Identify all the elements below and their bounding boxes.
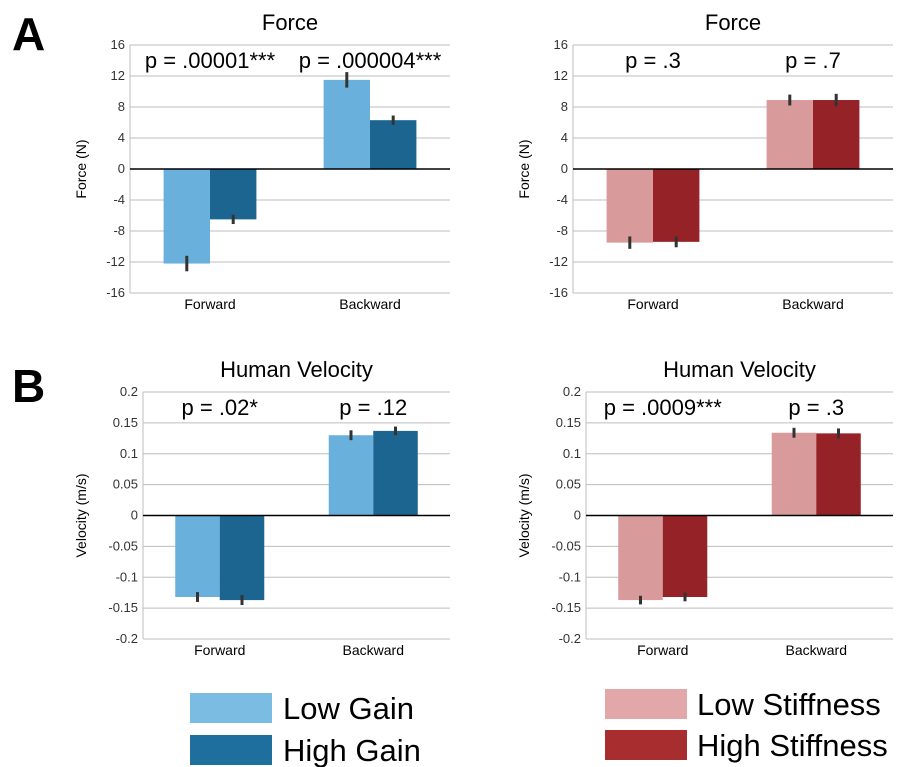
y-tick-label: -12 [549,254,568,269]
y-tick-label: -8 [113,223,125,238]
y-tick-label: 4 [561,130,568,145]
bar-low-stiffness [771,432,817,516]
bar-low-stiffness [618,515,663,601]
bar-high-gain [210,169,257,220]
y-tick-label: -0.05 [551,538,581,553]
y-tick-label: -0.1 [559,569,581,584]
chart-3: 0.2 0.15 0.1 0.05 0 -0.05 -0.1 -0.15 -0.2 Human V… [73,357,450,658]
chart-title: Human Velocity [220,357,373,382]
p-value-label: p = .00001*** [145,48,276,73]
y-tick-label: -12 [106,254,125,269]
chart-title: Human Velocity [663,357,816,382]
bar-high-stiffness [813,100,860,169]
legend-2: Low Stiffness High Stiffness [605,687,888,763]
x-tick-label: Forward [637,642,688,658]
p-value-label: p = .12 [339,395,407,420]
x-tick-label: Backward [343,642,404,658]
y-tick-label: 16 [111,37,125,52]
x-tick-label: Forward [194,642,245,658]
y-tick-label: -0.05 [108,538,138,553]
legend-label: High Stiffness [697,728,888,763]
p-value-label: p = .000004*** [299,48,442,73]
bar-low-gain [163,169,210,264]
x-tick-label: Backward [782,296,843,312]
bar-low-stiffness [766,100,813,169]
bar-high-gain [219,515,265,601]
x-tick-label: Backward [786,642,847,658]
chart-title: Force [262,10,318,35]
y-tick-label: -0.2 [116,631,138,646]
p-value-label: p = .3 [788,395,844,420]
y-tick-label: 0.15 [556,415,581,430]
y-axis-label: Force (N) [516,139,532,198]
panel-label-b: B [12,360,45,412]
bar-high-stiffness [653,169,700,242]
bar-low-gain [323,79,370,169]
y-tick-label: 0.05 [113,477,138,492]
y-tick-label: 0.15 [113,415,138,430]
p-value-label: p = .7 [785,48,841,73]
y-tick-label: 0 [131,508,138,523]
y-tick-label: 8 [561,99,568,114]
y-tick-label: 0.1 [120,446,138,461]
legend-label: Low Stiffness [697,687,881,722]
legends-group: Low Gain High Gain Low Stiffness High Stiff… [190,687,888,767]
y-tick-label: 4 [118,130,125,145]
y-tick-label: 8 [118,99,125,114]
y-axis-label: Velocity (m/s) [516,473,532,557]
chart-1: 16 12 8 4 0 -4 -8 -12 -16 Force Force (N) Forward p … [73,10,450,312]
y-tick-label: 0.2 [120,384,138,399]
chart-4: 0.2 0.15 0.1 0.05 0 -0.05 -0.1 -0.15 -0.2 Human V… [516,357,893,658]
legend-label: High Gain [283,733,421,767]
y-tick-label: 0.2 [563,384,581,399]
bar-high-stiffness [816,433,861,516]
bar-high-stiffness [662,515,708,598]
y-tick-label: -4 [113,192,125,207]
bar-high-gain [370,120,417,169]
legend-swatch [605,730,687,760]
y-axis-label: Velocity (m/s) [73,473,89,557]
x-tick-label: Forward [627,296,678,312]
charts-group: 16 12 8 4 0 -4 -8 -12 -16 Force Force (N) Forward p … [73,10,893,658]
y-tick-label: 0.05 [556,477,581,492]
legend-label: Low Gain [283,691,414,726]
y-tick-label: 0.1 [563,446,581,461]
y-tick-label: 12 [554,68,568,83]
y-axis-label: Force (N) [73,139,89,198]
y-tick-label: -0.1 [116,569,138,584]
legend-swatch [190,693,272,723]
bar-low-stiffness [606,169,653,243]
y-tick-label: 0 [561,161,568,176]
chart-2: 16 12 8 4 0 -4 -8 -12 -16 Force Force (N) Forward p … [516,10,893,312]
bar-low-gain [175,515,220,598]
y-tick-label: 0 [118,161,125,176]
legend-swatch [190,735,272,765]
y-tick-label: -16 [106,285,125,300]
y-tick-label: -8 [556,223,568,238]
y-tick-label: 16 [554,37,568,52]
legend-swatch [605,689,687,719]
y-tick-label: -16 [549,285,568,300]
chart-title: Force [705,10,761,35]
y-tick-label: 12 [111,68,125,83]
y-tick-label: -4 [556,192,568,207]
panel-label-a: A [12,8,45,60]
x-tick-label: Forward [184,296,235,312]
y-tick-label: -0.2 [559,631,581,646]
y-tick-label: -0.15 [108,600,138,615]
y-tick-label: -0.15 [551,600,581,615]
p-value-label: p = .3 [625,48,681,73]
x-tick-label: Backward [339,296,400,312]
bar-low-gain [328,435,374,516]
p-value-label: p = .02* [182,395,259,420]
p-value-label: p = .0009*** [604,395,722,420]
bar-high-gain [373,430,418,516]
legend-1: Low Gain High Gain [190,691,421,767]
y-tick-label: 0 [574,508,581,523]
